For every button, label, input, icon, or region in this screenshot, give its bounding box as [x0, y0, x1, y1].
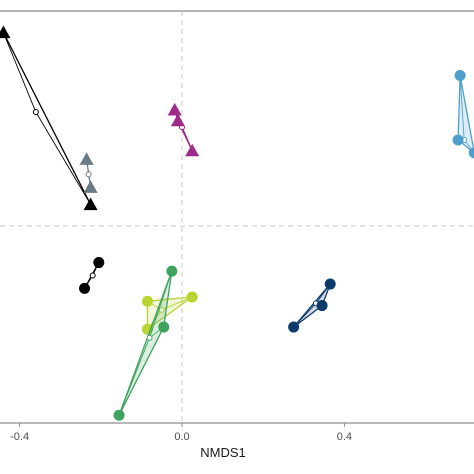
x-tick-label-3: 0.4 — [337, 431, 352, 443]
group-5-point-1 — [79, 283, 90, 294]
group-4-point-2 — [453, 135, 464, 146]
group-8-point-1 — [166, 266, 177, 277]
group-8-point-2 — [158, 322, 169, 333]
x-tick-label-2: 0.0 — [174, 431, 189, 443]
x-axis-title: NMDS1 — [200, 445, 246, 460]
group-2-centroid — [86, 172, 91, 177]
group-6-point-2 — [317, 300, 328, 311]
group-5-point-2 — [93, 257, 104, 268]
group-7-point-1 — [142, 296, 153, 307]
group-6-point-3 — [288, 322, 299, 333]
group-8-centroid — [147, 335, 152, 340]
group-5-centroid — [90, 273, 95, 278]
group-1-centroid — [33, 110, 38, 115]
x-tick-label-1: -0.4 — [10, 431, 29, 443]
group-8-point-3 — [114, 410, 125, 421]
group-6-point-1 — [325, 279, 336, 290]
group-7-point-2 — [187, 291, 198, 302]
group-4-point-1 — [455, 70, 466, 81]
